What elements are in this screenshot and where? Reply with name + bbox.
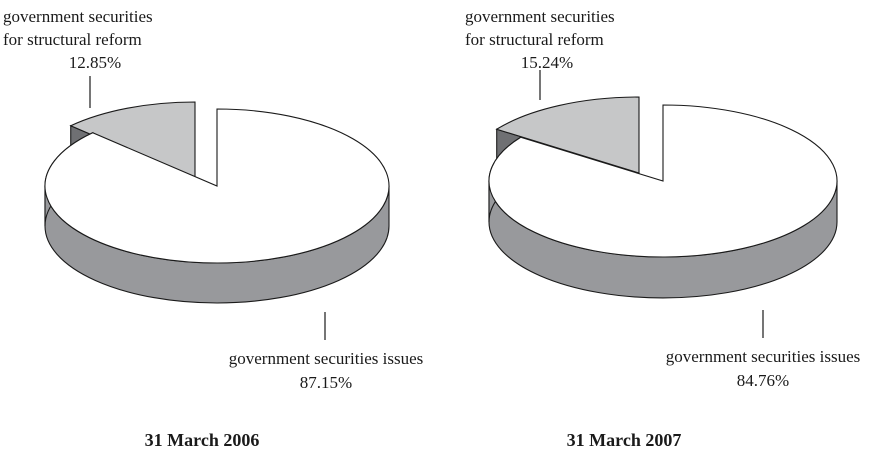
chart-title-2007: 31 March 2007 bbox=[567, 430, 682, 450]
pie-chart-2006: government securities for structural ref… bbox=[3, 7, 423, 450]
slice-label-structural-reform-2006-line2: for structural reform bbox=[3, 30, 142, 49]
pie-chart-2007: government securities for structural ref… bbox=[465, 7, 860, 450]
slice-label-structural-reform-2007-line1: government securities bbox=[465, 7, 615, 26]
pie-chart-2007-slices bbox=[489, 97, 837, 298]
slice-label-issues-2006: government securities issues bbox=[229, 349, 424, 368]
slice-value-structural-reform-2006: 12.85% bbox=[69, 53, 121, 72]
chart-title-2006: 31 March 2006 bbox=[145, 430, 260, 450]
slice-value-structural-reform-2007: 15.24% bbox=[521, 53, 573, 72]
slice-value-issues-2006: 87.15% bbox=[300, 373, 352, 392]
slice-label-issues-2007: government securities issues bbox=[666, 347, 861, 366]
slice-label-structural-reform-2007-line2: for structural reform bbox=[465, 30, 604, 49]
slice-label-structural-reform-2006-line1: government securities bbox=[3, 7, 153, 26]
pie-chart-2006-slices bbox=[45, 102, 389, 303]
slice-value-issues-2007: 84.76% bbox=[737, 371, 789, 390]
